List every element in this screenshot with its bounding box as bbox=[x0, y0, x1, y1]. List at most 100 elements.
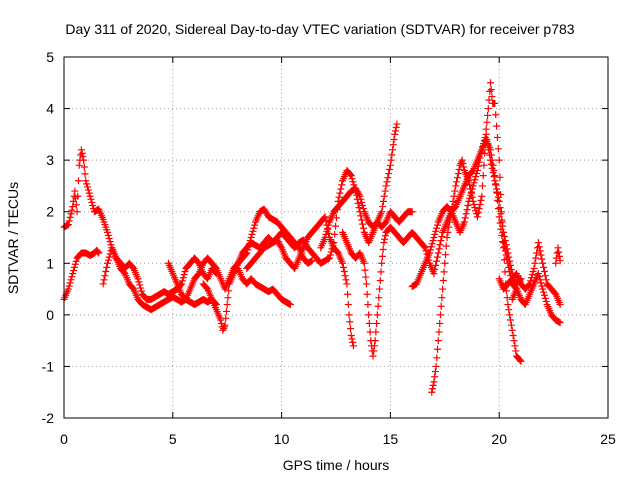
data-point bbox=[507, 316, 515, 324]
data-point bbox=[429, 237, 437, 245]
data-point bbox=[498, 231, 506, 239]
data-point bbox=[72, 201, 80, 209]
data-point bbox=[468, 193, 476, 201]
data-point bbox=[492, 111, 500, 119]
data-point bbox=[83, 180, 91, 188]
data-point bbox=[330, 239, 338, 247]
data-point bbox=[431, 230, 439, 238]
data-point bbox=[71, 260, 79, 268]
x-tick-label: 5 bbox=[169, 431, 177, 447]
data-point bbox=[88, 198, 96, 206]
data-point bbox=[492, 180, 500, 188]
data-point bbox=[379, 246, 387, 254]
series-arc-i bbox=[339, 130, 525, 360]
data-point bbox=[386, 165, 394, 173]
data-point bbox=[491, 99, 499, 107]
data-point bbox=[84, 186, 92, 194]
data-point bbox=[516, 356, 524, 364]
data-point bbox=[78, 149, 86, 157]
data-point bbox=[488, 156, 496, 164]
data-point bbox=[476, 200, 484, 208]
data-point bbox=[540, 288, 548, 296]
data-point bbox=[386, 161, 394, 169]
data-point bbox=[496, 219, 504, 227]
grid bbox=[64, 57, 608, 418]
data-point bbox=[359, 205, 367, 213]
data-point bbox=[497, 208, 505, 216]
data-point bbox=[135, 278, 143, 286]
data-point bbox=[467, 189, 475, 197]
data-point bbox=[430, 270, 438, 278]
data-point bbox=[101, 272, 109, 280]
series-arc-k bbox=[408, 136, 525, 365]
data-point bbox=[370, 342, 378, 350]
data-point bbox=[483, 118, 491, 126]
x-axis-label: GPS time / hours bbox=[283, 457, 390, 473]
data-point bbox=[335, 193, 343, 201]
data-point bbox=[501, 268, 509, 276]
data-point bbox=[67, 276, 75, 284]
series-arc-n bbox=[552, 244, 564, 267]
data-point bbox=[431, 265, 439, 273]
series-arc-l bbox=[495, 239, 564, 309]
data-point bbox=[486, 146, 494, 154]
data-point bbox=[365, 311, 373, 319]
data-point bbox=[429, 381, 437, 389]
data-point bbox=[540, 291, 548, 299]
data-point bbox=[102, 268, 110, 276]
data-point bbox=[439, 285, 447, 293]
data-point bbox=[442, 242, 450, 250]
series-arc-h bbox=[317, 120, 401, 252]
data-point bbox=[430, 234, 438, 241]
data-point bbox=[381, 235, 389, 243]
x-tick-label: 10 bbox=[274, 431, 290, 447]
data-point bbox=[408, 208, 416, 216]
data-point bbox=[93, 247, 101, 255]
data-point bbox=[376, 276, 384, 284]
y-tick-label: 2 bbox=[46, 204, 54, 220]
data-point bbox=[79, 153, 87, 161]
data-point bbox=[342, 276, 350, 284]
series-arc-g bbox=[243, 166, 416, 272]
y-tick-label: 4 bbox=[46, 101, 54, 117]
data-point bbox=[356, 192, 364, 200]
data-point bbox=[464, 202, 472, 210]
data-point bbox=[331, 230, 339, 238]
data-point bbox=[482, 125, 490, 133]
data-point bbox=[475, 205, 483, 213]
data-point bbox=[442, 251, 450, 259]
data-point bbox=[80, 163, 88, 171]
data-point bbox=[385, 170, 393, 178]
data-point bbox=[358, 198, 366, 206]
data-point bbox=[70, 267, 78, 275]
data-point bbox=[136, 281, 144, 289]
data-point bbox=[381, 187, 389, 195]
data-point bbox=[322, 217, 330, 225]
data-point bbox=[497, 225, 505, 233]
data-point bbox=[249, 227, 257, 235]
data-point bbox=[500, 244, 508, 252]
data-point bbox=[355, 191, 363, 199]
data-point bbox=[470, 200, 478, 208]
data-point bbox=[432, 227, 440, 235]
data-point bbox=[68, 206, 76, 214]
data-point bbox=[499, 238, 507, 246]
data-point bbox=[439, 276, 447, 284]
data-point bbox=[339, 263, 347, 271]
data-point bbox=[77, 146, 85, 154]
data-point bbox=[433, 257, 441, 265]
data-point bbox=[535, 243, 543, 251]
data-point bbox=[64, 221, 72, 229]
data-point bbox=[389, 141, 397, 149]
data-point bbox=[436, 241, 444, 249]
data-point bbox=[427, 243, 435, 251]
data-point bbox=[517, 357, 525, 365]
data-point bbox=[435, 245, 443, 253]
data-point bbox=[74, 192, 82, 200]
data-point bbox=[66, 213, 74, 221]
data-point bbox=[217, 316, 225, 324]
data-point bbox=[507, 321, 515, 329]
data-point bbox=[84, 183, 92, 191]
data-point bbox=[480, 161, 488, 169]
